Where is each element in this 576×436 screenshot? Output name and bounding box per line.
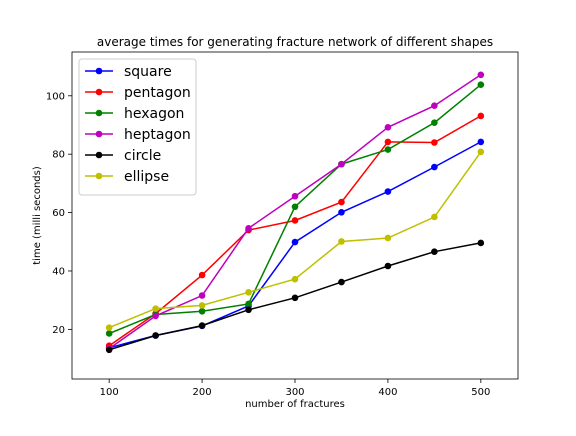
data-point-heptagon: [152, 312, 159, 320]
data-point-heptagon: [291, 192, 299, 200]
legend: square pentagon hexagon heptagon circle ellip…: [78, 58, 197, 196]
legend-marker: [95, 88, 103, 96]
legend-label: pentagon: [124, 85, 191, 101]
data-point-hexagon: [198, 307, 206, 315]
legend-item-hexagon: hexagon: [85, 106, 184, 122]
data-point-ellipse: [245, 288, 252, 296]
legend-box: [78, 58, 197, 196]
data-point-heptagon: [384, 124, 392, 131]
data-point-ellipse: [291, 275, 299, 283]
axes: 100 200 300 400 500 20 40 60 80 100: [46, 91, 490, 398]
data-point-hexagon: [291, 203, 299, 211]
legend-marker: [95, 109, 103, 117]
data-point-circle: [477, 239, 485, 247]
data-point-heptagon: [338, 160, 345, 168]
data-point-circle: [152, 332, 159, 339]
legend-label: square: [124, 64, 172, 80]
data-point-ellipse: [384, 234, 392, 242]
y-tick-label: 60: [52, 208, 65, 219]
data-point-square: [338, 208, 345, 216]
data-point-hexagon: [384, 146, 392, 153]
x-tick-label: 100: [100, 387, 119, 398]
data-point-square: [477, 138, 485, 146]
data-point-pentagon: [384, 138, 392, 146]
data-point-square: [291, 238, 299, 246]
data-point-circle: [338, 278, 345, 286]
data-point-ellipse: [477, 148, 485, 156]
y-tick-label: 80: [52, 150, 65, 161]
x-tick-label: 500: [471, 387, 490, 398]
data-point-hexagon: [105, 330, 113, 337]
x-tick-label: 300: [285, 387, 304, 398]
data-point-heptagon: [198, 292, 206, 299]
chart-title: average times for generating fracture ne…: [97, 35, 493, 49]
data-point-circle: [291, 294, 299, 302]
y-tick-label: 100: [46, 91, 65, 102]
data-point-hexagon: [245, 300, 252, 308]
legend-item-ellipse: ellipse: [85, 169, 169, 185]
x-tick-label: 400: [378, 387, 397, 398]
data-point-hexagon: [477, 81, 485, 88]
data-point-ellipse: [105, 324, 113, 331]
y-tick-label: 40: [52, 266, 65, 277]
data-point-pentagon: [477, 112, 485, 120]
plot-marks: [105, 71, 485, 354]
data-point-pentagon: [338, 198, 345, 206]
data-point-pentagon: [198, 271, 206, 279]
legend-item-heptagon: heptagon: [85, 127, 191, 143]
data-point-heptagon: [431, 102, 438, 110]
legend-item-square: square: [85, 64, 172, 80]
legend-label: heptagon: [124, 127, 191, 143]
legend-label: hexagon: [124, 106, 184, 122]
series-circle: [105, 239, 485, 354]
data-point-circle: [245, 306, 252, 314]
x-tick-label: 200: [193, 387, 212, 398]
data-point-pentagon: [291, 217, 299, 224]
data-point-heptagon: [477, 71, 485, 79]
legend-marker: [95, 172, 103, 180]
data-point-ellipse: [152, 305, 159, 312]
data-point-ellipse: [338, 238, 345, 245]
legend-item-circle: circle: [85, 148, 161, 164]
y-tick-label: 20: [52, 325, 65, 336]
series-hexagon: [105, 81, 485, 337]
legend-marker: [95, 130, 103, 138]
x-axis-label: number of fractures: [245, 399, 345, 410]
data-point-hexagon: [431, 119, 438, 126]
data-point-ellipse: [431, 213, 438, 221]
data-point-square: [431, 163, 438, 171]
data-point-circle: [198, 322, 206, 329]
data-point-square: [384, 188, 392, 195]
data-point-ellipse: [198, 302, 206, 309]
data-point-circle: [431, 248, 438, 256]
legend-item-pentagon: pentagon: [85, 85, 191, 101]
legend-marker: [95, 67, 103, 75]
data-point-circle: [105, 346, 113, 354]
data-point-circle: [384, 262, 392, 270]
series-ellipse: [105, 148, 485, 331]
legend-label: ellipse: [124, 169, 169, 185]
legend-label: circle: [124, 148, 161, 164]
y-axis-label: time (milli seconds): [32, 166, 43, 265]
data-point-pentagon: [431, 139, 438, 146]
data-point-heptagon: [245, 225, 252, 232]
legend-marker: [95, 151, 103, 159]
